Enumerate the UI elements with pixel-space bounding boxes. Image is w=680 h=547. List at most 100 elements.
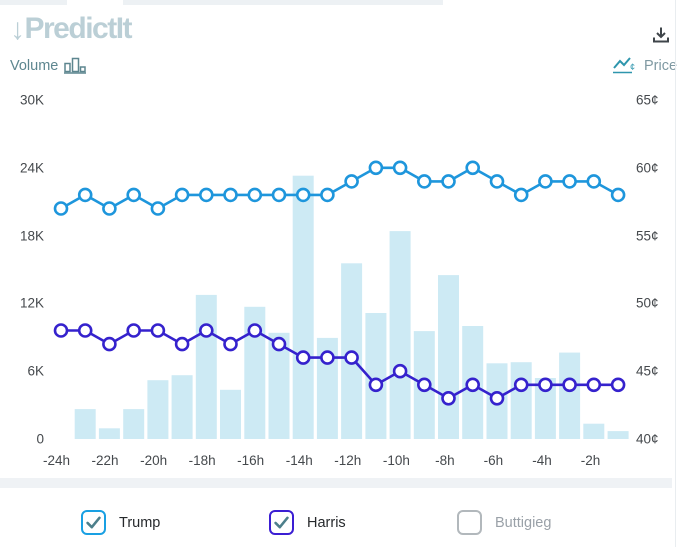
- data-point-trump[interactable]: [586, 174, 602, 189]
- legend-label-trump: Trump: [119, 514, 161, 531]
- data-point-harris[interactable]: [53, 323, 69, 338]
- data-point-harris[interactable]: [247, 323, 263, 338]
- legend-label-harris: Harris: [307, 514, 346, 531]
- trump-checkbox[interactable]: [81, 510, 106, 535]
- y-tick-label: 30K: [19, 92, 44, 108]
- data-point-trump[interactable]: [513, 187, 529, 203]
- data-point-harris[interactable]: [102, 336, 117, 352]
- volume-bar[interactable]: [292, 175, 314, 439]
- y-tick-label: 40¢: [636, 431, 659, 447]
- data-point-harris[interactable]: [392, 363, 408, 379]
- data-point-trump[interactable]: [465, 160, 481, 176]
- data-point-trump[interactable]: [392, 160, 408, 176]
- download-button[interactable]: [648, 22, 674, 48]
- data-point-trump[interactable]: [247, 187, 263, 203]
- data-point-harris[interactable]: [489, 390, 505, 406]
- data-point-trump[interactable]: [126, 187, 141, 203]
- y-tick-label: 45¢: [636, 363, 659, 379]
- data-point-harris[interactable]: [465, 377, 481, 393]
- volume-bar[interactable]: [123, 409, 145, 439]
- y-tick-label: 18K: [19, 228, 44, 244]
- data-point-trump[interactable]: [441, 174, 456, 189]
- legend-item-buttigieg[interactable]: Buttigieg: [457, 509, 551, 536]
- harris-checkbox[interactable]: [269, 510, 294, 535]
- price-toggle[interactable]: ¢ Price: [612, 56, 677, 74]
- legend-divider: [0, 478, 672, 488]
- data-point-harris[interactable]: [126, 323, 141, 338]
- volume-bar[interactable]: [220, 389, 241, 439]
- volume-bar[interactable]: [195, 294, 217, 439]
- y-tick-label: 50¢: [636, 295, 659, 311]
- data-point-harris[interactable]: [441, 390, 456, 406]
- volume-bar[interactable]: [171, 375, 193, 439]
- x-tick-label: -24h: [42, 453, 71, 468]
- data-point-harris[interactable]: [344, 350, 359, 365]
- volume-bar[interactable]: [510, 362, 532, 439]
- data-point-harris[interactable]: [538, 377, 553, 393]
- data-point-harris[interactable]: [199, 323, 214, 338]
- data-point-trump[interactable]: [223, 187, 238, 203]
- data-point-trump[interactable]: [610, 187, 626, 203]
- volume-bar[interactable]: [607, 431, 629, 439]
- data-point-harris[interactable]: [295, 350, 311, 365]
- data-point-harris[interactable]: [174, 336, 190, 352]
- legend-item-harris[interactable]: Harris: [269, 509, 346, 536]
- right-divider: [675, 0, 676, 547]
- logo-down-arrow-icon: ↓: [10, 13, 25, 46]
- y-tick-label: 6K: [27, 363, 44, 379]
- volume-bar[interactable]: [98, 428, 120, 439]
- volume-bar[interactable]: [147, 380, 169, 439]
- y-tick-label: 12K: [19, 295, 44, 311]
- volume-bar[interactable]: [389, 231, 411, 439]
- volume-bar[interactable]: [365, 313, 387, 439]
- volume-bar[interactable]: [438, 275, 459, 439]
- legend-item-trump[interactable]: Trump: [81, 509, 160, 536]
- data-point-trump[interactable]: [174, 187, 190, 203]
- checkmark-icon: [274, 516, 289, 529]
- data-point-trump[interactable]: [150, 201, 166, 216]
- data-point-trump[interactable]: [416, 174, 432, 189]
- x-tick-label: -18h: [188, 453, 216, 468]
- data-point-harris[interactable]: [77, 323, 93, 338]
- y-tick-label: 65¢: [636, 92, 659, 108]
- data-point-harris[interactable]: [368, 377, 384, 393]
- volume-bar[interactable]: [74, 409, 96, 439]
- data-point-harris[interactable]: [150, 323, 166, 338]
- x-tick-label: -2h: [580, 453, 601, 468]
- data-point-harris[interactable]: [320, 350, 335, 365]
- data-point-harris[interactable]: [562, 377, 577, 393]
- data-point-harris[interactable]: [416, 377, 432, 393]
- data-point-harris[interactable]: [586, 377, 602, 393]
- data-point-trump[interactable]: [199, 187, 214, 203]
- x-tick-label: -16h: [237, 453, 265, 468]
- data-point-trump[interactable]: [102, 201, 117, 216]
- price-line-trump: [53, 160, 626, 216]
- data-point-harris[interactable]: [513, 377, 529, 393]
- chart-canvas[interactable]: [0, 0, 680, 475]
- buttigieg-checkbox[interactable]: [457, 510, 482, 535]
- volume-bar[interactable]: [268, 332, 290, 439]
- data-point-trump[interactable]: [538, 174, 553, 189]
- data-point-harris[interactable]: [223, 336, 238, 352]
- data-point-harris[interactable]: [610, 377, 626, 393]
- volume-label: Volume: [10, 58, 59, 74]
- volume-bar[interactable]: [244, 306, 266, 439]
- data-point-harris[interactable]: [271, 336, 287, 352]
- data-point-trump[interactable]: [77, 187, 93, 203]
- data-point-trump[interactable]: [562, 174, 577, 189]
- data-point-trump[interactable]: [344, 174, 359, 189]
- y-tick-label: 55¢: [636, 228, 659, 244]
- volume-bar[interactable]: [583, 423, 605, 439]
- volume-toggle[interactable]: Volume: [10, 56, 87, 74]
- data-point-trump[interactable]: [295, 187, 311, 203]
- predictit-logo: ↓ PredictIt: [10, 12, 133, 46]
- data-point-trump[interactable]: [320, 187, 335, 203]
- data-point-trump[interactable]: [53, 201, 69, 216]
- data-point-trump[interactable]: [368, 160, 384, 176]
- volume-bar[interactable]: [559, 352, 581, 439]
- volume-bar[interactable]: [534, 378, 556, 439]
- volume-bar[interactable]: [316, 337, 338, 439]
- data-point-trump[interactable]: [271, 187, 287, 203]
- data-point-trump[interactable]: [489, 174, 505, 189]
